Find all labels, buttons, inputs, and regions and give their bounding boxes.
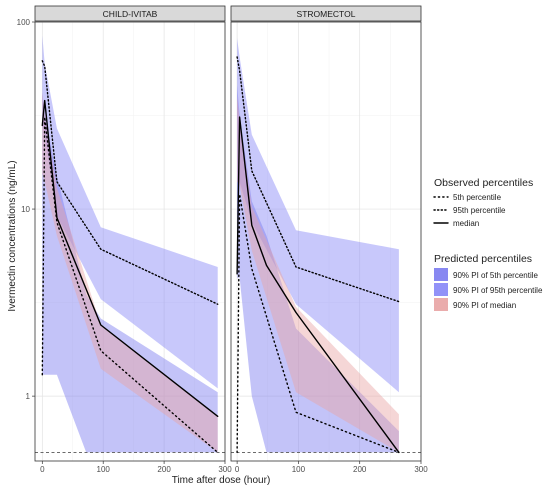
facet-panels: CHILD-IVITAB STROMECTOL (34, 5, 422, 462)
panel-border (34, 21, 226, 462)
line-obs-p95 (236, 56, 400, 303)
band-pi-5th (237, 85, 399, 453)
legend-key-pi-median (434, 298, 448, 311)
facet-strip-label: STROMECTOL (297, 9, 356, 19)
panel-stromectol: STROMECTOL (230, 5, 422, 462)
x-tick-label: 0 (40, 465, 45, 474)
y-tick-label: 10 (21, 205, 30, 214)
legend-title-predicted: Predicted percentiles (434, 253, 532, 265)
line-obs-p95 (41, 60, 219, 305)
x-axis: 0 100 200 300 0 100 200 300 (40, 461, 428, 474)
band-pi-95th (237, 38, 399, 393)
panel-background (231, 22, 421, 461)
x-tick-label: 200 (157, 465, 171, 474)
legend-title-observed: Observed percentiles (434, 177, 533, 189)
x-tick-label: 300 (414, 465, 428, 474)
legend-label: 95th percentile (453, 206, 506, 215)
band-pi-95th (42, 35, 218, 389)
x-tick-label: 200 (353, 465, 367, 474)
legend-label: median (453, 219, 479, 228)
line-obs-median (41, 99, 219, 417)
y-axis: 1 10 100 (17, 18, 35, 401)
panel-marks (35, 35, 225, 454)
panel-child-ivitab: CHILD-IVITAB (34, 5, 226, 462)
y-tick-label: 100 (17, 18, 31, 27)
facet-strip (34, 5, 226, 22)
x-tick-label: 100 (97, 465, 111, 474)
facet-strip (230, 5, 422, 22)
band-pi-median (42, 92, 218, 453)
line-obs-p5 (41, 116, 219, 454)
x-tick-label: 300 (218, 465, 232, 474)
band-pi-5th (42, 92, 218, 453)
x-tick-label: 0 (235, 465, 240, 474)
line-obs-p5 (236, 193, 400, 454)
legend: Observed percentiles 5th percentile 95th p… (433, 177, 543, 311)
y-tick-label: 1 (26, 392, 31, 401)
panel-border (230, 21, 422, 462)
line-obs-median (236, 116, 400, 454)
x-tick-label: 100 (292, 465, 306, 474)
legend-key-pi-95th (434, 283, 448, 296)
x-axis-title: Time after dose (hour) (172, 475, 271, 486)
y-axis-title: Ivermectin concentrations (ng/mL) (7, 160, 18, 311)
legend-label: 5th percentile (453, 193, 502, 202)
legend-key-pi-5th (434, 268, 448, 281)
legend-label: 90% PI of median (453, 301, 516, 310)
legend-label: 90% PI of 95th percentile (453, 286, 543, 295)
legend-label: 90% PI of 5th percentile (453, 271, 538, 280)
band-pi-median (237, 96, 399, 453)
panel-marks (231, 38, 421, 454)
facet-strip-label: CHILD-IVITAB (103, 9, 158, 19)
